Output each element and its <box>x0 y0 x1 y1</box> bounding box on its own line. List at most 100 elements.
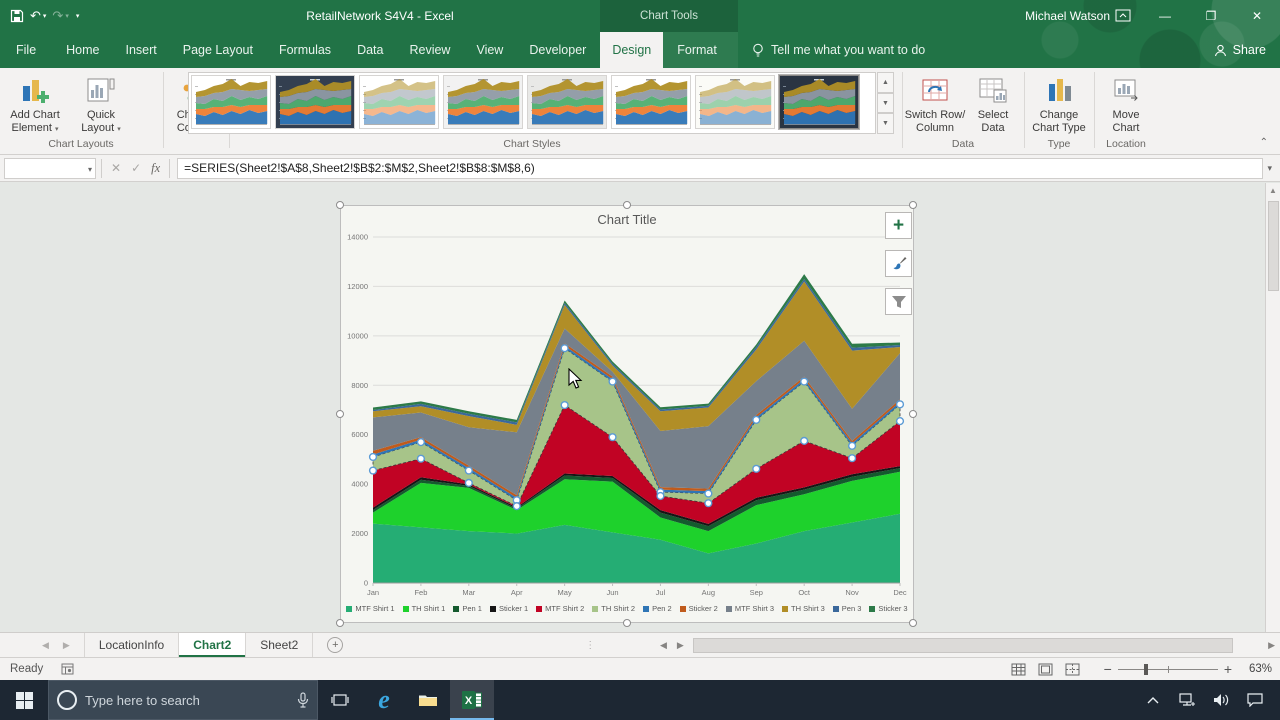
chart-styles-button[interactable] <box>885 250 912 277</box>
formula-input[interactable]: =SERIES(Sheet2!$A$8,Sheet2!$B$2:$M$2,She… <box>177 157 1264 179</box>
sheet-nav-left-icon[interactable]: ◀ <box>42 639 49 650</box>
selected-point-marker[interactable] <box>752 464 761 473</box>
ribbon-tab-formulas[interactable]: Formulas <box>278 43 332 57</box>
restore-button[interactable]: ❐ <box>1205 9 1217 23</box>
selected-point-marker[interactable] <box>895 400 905 409</box>
selected-point-marker[interactable] <box>416 454 426 463</box>
horizontal-scroll-thumb[interactable] <box>692 638 1233 653</box>
page-break-view-icon[interactable] <box>1065 663 1080 676</box>
chart-resize-handle[interactable] <box>909 410 917 418</box>
network-icon[interactable] <box>1174 693 1200 707</box>
user-account-name[interactable]: Michael Watson <box>1025 9 1110 23</box>
new-sheet-button[interactable]: + <box>327 637 344 653</box>
add-chart-element-button[interactable]: Add Chart Element ▾ <box>6 72 64 136</box>
selected-point-marker[interactable] <box>368 466 378 475</box>
area-series-th-shirt-1[interactable] <box>373 471 900 554</box>
file-explorer-button[interactable] <box>406 680 450 720</box>
ribbon-tab-view[interactable]: View <box>476 43 504 57</box>
chart-resize-handle[interactable] <box>623 619 631 627</box>
chart-style-pale-thumbnail[interactable] <box>527 75 607 129</box>
ribbon-tab-review[interactable]: Review <box>409 43 451 57</box>
gallery-more-icon[interactable]: ▼ <box>877 113 894 135</box>
chart-style-hatch-thumbnail[interactable] <box>695 75 775 129</box>
ribbon-tab-developer[interactable]: Developer <box>529 43 587 57</box>
zoom-level[interactable]: 63% <box>1248 663 1272 675</box>
selected-point-marker[interactable] <box>464 466 473 475</box>
tab-splitter[interactable]: ⋮ <box>585 639 596 651</box>
selected-point-marker[interactable] <box>560 400 569 410</box>
chart-resize-handle[interactable] <box>909 201 917 209</box>
scroll-far-right-icon[interactable]: ▶ <box>1268 640 1275 650</box>
switch-row-column-button[interactable]: Switch Row/Column <box>904 72 966 135</box>
selected-point-marker[interactable] <box>847 454 857 463</box>
chart-style-dark-blue-thumbnail[interactable] <box>275 75 355 129</box>
collapse-ribbon-icon[interactable]: ⌃ <box>1259 137 1268 148</box>
zoom-in-icon[interactable]: + <box>1223 661 1232 677</box>
scroll-right-icon[interactable]: ▶ <box>676 640 684 650</box>
show-hidden-icons-chevron[interactable] <box>1140 696 1166 704</box>
selected-point-marker[interactable] <box>704 489 713 498</box>
area-series-mtf-shirt-1[interactable] <box>373 513 900 583</box>
tell-me-box[interactable]: Tell me what you want to do <box>752 32 925 68</box>
confirm-entry-icon[interactable]: ✓ <box>131 161 142 175</box>
excel-taskbar-button[interactable]: X <box>450 680 494 720</box>
scroll-up-icon[interactable]: ▲ <box>1269 186 1277 195</box>
chart-resize-handle[interactable] <box>909 619 917 627</box>
selected-point-marker[interactable] <box>752 415 761 424</box>
selected-point-marker[interactable] <box>464 478 473 488</box>
insert-function-icon[interactable]: fx <box>151 160 161 175</box>
chart-title[interactable]: Chart Title <box>597 212 657 227</box>
formula-bar-expand-icon[interactable]: ▾ <box>1267 162 1272 173</box>
sheet-tab-chart2[interactable]: Chart2 <box>179 633 247 657</box>
selected-point-marker[interactable] <box>416 438 426 447</box>
gallery-scroll-up-icon[interactable]: ▲ <box>877 72 894 93</box>
sheet-tab-locationinfo[interactable]: LocationInfo <box>83 633 180 657</box>
select-data-button[interactable]: Select Data <box>968 72 1018 135</box>
area-series-mtf-shirt-3[interactable] <box>373 328 900 496</box>
move-chart-button[interactable]: Move Chart <box>1097 72 1155 135</box>
taskbar-search-box[interactable]: Type here to search <box>48 680 318 720</box>
vertical-scrollbar[interactable]: ▲ <box>1265 183 1280 632</box>
ribbon-tab-data[interactable]: Data <box>357 43 384 57</box>
chart-style-light-gray-thumbnail[interactable] <box>443 75 523 129</box>
chart-resize-handle[interactable] <box>336 410 344 418</box>
chart-style-dark-navy-thumbnail[interactable] <box>778 74 860 130</box>
zoom-out-icon[interactable]: − <box>1103 661 1112 677</box>
chart-filters-button[interactable] <box>885 288 912 315</box>
selected-point-marker[interactable] <box>608 433 617 442</box>
selected-point-marker[interactable] <box>800 377 809 386</box>
ribbon-tab-page-layout[interactable]: Page Layout <box>182 43 253 57</box>
sheet-nav-right-icon[interactable]: ▶ <box>62 639 70 650</box>
undo-icon[interactable]: ↶ ▾ <box>30 8 47 23</box>
chart-elements-button[interactable]: + <box>885 212 912 239</box>
qat-customize-icon[interactable]: ▾ <box>75 13 80 20</box>
macro-record-icon[interactable] <box>61 663 75 675</box>
ribbon-tab-design[interactable]: Design <box>600 32 664 68</box>
ribbon-display-options-icon[interactable] <box>1114 7 1132 25</box>
ribbon-tab-home[interactable]: Home <box>66 43 100 57</box>
scroll-left-icon[interactable]: ◀ <box>660 640 667 650</box>
start-button[interactable] <box>0 680 48 720</box>
normal-view-icon[interactable] <box>1011 663 1026 676</box>
quick-layout-button[interactable]: Quick Layout ▾ <box>72 72 130 136</box>
chart-resize-handle[interactable] <box>336 619 344 627</box>
chart-style-colorful-thumbnail[interactable] <box>611 75 691 129</box>
cancel-entry-icon[interactable]: ✕ <box>111 161 122 175</box>
sheet-tab-sheet2[interactable]: Sheet2 <box>246 633 314 657</box>
ribbon-tab-file[interactable]: File <box>16 43 37 57</box>
close-button[interactable]: ✕ <box>1251 9 1263 23</box>
gallery-scroll-down-icon[interactable]: ▼ <box>877 92 894 114</box>
microphone-icon[interactable] <box>297 692 309 708</box>
edge-browser-button[interactable]: e <box>362 680 406 720</box>
zoom-slider-thumb[interactable] <box>1143 663 1148 675</box>
area-series-mtf-shirt-2[interactable] <box>373 405 900 524</box>
selected-point-marker[interactable] <box>847 441 857 450</box>
selected-point-marker[interactable] <box>368 452 378 462</box>
chart-plot[interactable]: 0 2000 4000 6000 8000 10000 12000 14000 Jan Feb Ma… <box>341 206 915 624</box>
minimize-button[interactable]: — <box>1159 9 1171 23</box>
selected-point-marker[interactable] <box>895 417 905 426</box>
selected-point-marker[interactable] <box>656 491 665 501</box>
selected-point-marker[interactable] <box>608 377 617 386</box>
action-center-icon[interactable] <box>1242 693 1268 707</box>
ribbon-tab-insert[interactable]: Insert <box>125 43 157 57</box>
